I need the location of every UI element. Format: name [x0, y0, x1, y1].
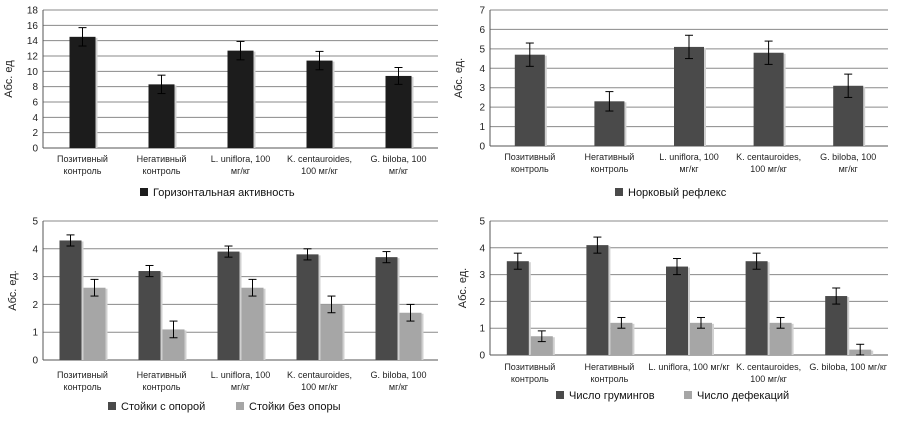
category-label: G. biloba, 100 мг/кг [809, 362, 887, 372]
y-tick-label: 2 [479, 103, 485, 114]
bar [385, 75, 412, 148]
category-label: K. centauroides, 100 мг/кг [287, 370, 352, 392]
y-tick-label: 0 [479, 142, 485, 153]
y-tick-label: 10 [27, 67, 39, 78]
category-label: Негативный контроль [585, 362, 635, 384]
category-label: G. biloba, 100 мг/кг [820, 152, 876, 174]
bar [320, 304, 343, 360]
y-tick-label: 7 [479, 6, 485, 17]
category-label: L. uniflora, 100 мг/кг [648, 362, 730, 372]
y-tick-label: 18 [27, 6, 39, 17]
category-label: K. centauroides, 100 мг/кг [736, 152, 801, 174]
chart-panel-3: 0 1 2 3 4 5 Абс. ед. Позитивный контроль Негативн… [7, 217, 438, 413]
category-label: Позитивный контроль [504, 152, 555, 174]
y-tick-label: 5 [479, 44, 485, 55]
bar [227, 50, 254, 149]
y-axis-label: Абс. ед. [453, 58, 465, 98]
bar [69, 36, 96, 149]
y-tick-label: 2 [32, 300, 38, 311]
y-tick-label: 1 [479, 324, 485, 335]
y-tick-label: 3 [479, 83, 485, 94]
category-label: Позитивный контроль [504, 362, 555, 384]
y-tick-label: 8 [32, 82, 38, 93]
legend-label: Стойки с опорой [121, 401, 205, 413]
bar [148, 84, 175, 148]
category-label: G. biloba, 100 мг/кг [370, 370, 426, 392]
y-tick-label: 0 [32, 144, 38, 155]
y-tick-label: 2 [32, 128, 38, 139]
y-tick-label: 4 [32, 244, 38, 255]
legend-swatch [556, 391, 564, 399]
y-axis-label: Абс. ед. [7, 270, 19, 310]
bar [138, 271, 161, 360]
legend-label: Норковый рефлекс [628, 187, 727, 199]
y-tick-label: 6 [32, 98, 38, 109]
y-tick-label: 1 [32, 328, 38, 339]
category-label: G. biloba, 100 мг/кг [370, 154, 426, 176]
y-tick-label: 4 [479, 64, 485, 75]
category-label: Позитивный контроль [57, 154, 108, 176]
category-label: Негативный контроль [137, 370, 187, 392]
category-label: Негативный контроль [585, 152, 635, 174]
y-axis-label: Абс. ед [3, 60, 15, 98]
bar [514, 54, 545, 146]
y-tick-label: 6 [479, 25, 485, 36]
category-label: K. centauroides, 100 мг/кг [736, 362, 801, 384]
legend-swatch [236, 402, 244, 410]
legend-label: Число грумингов [569, 390, 655, 402]
legend-swatch [684, 391, 692, 399]
y-tick-label: 5 [479, 217, 485, 228]
y-axis-label: Абс. ед. [457, 268, 469, 308]
bar [769, 322, 792, 355]
chart-panel-1: 0 2 4 6 8 10 12 14 16 18 Абс. ед Позитивный контроль… [3, 6, 438, 199]
bar [745, 261, 768, 355]
bar [690, 322, 712, 355]
bar [586, 245, 609, 355]
legend-label: Число дефекаций [697, 390, 789, 402]
bar [530, 336, 553, 355]
chart-panel-4: 0 1 2 3 4 5 Абс. ед. Позитивный контроль Негативн… [457, 217, 888, 402]
bar [506, 261, 529, 355]
category-label: K. centauroides, 100 мг/кг [287, 154, 352, 176]
bar [217, 251, 240, 360]
legend-swatch [615, 188, 623, 196]
legend-swatch [108, 402, 116, 410]
y-tick-label: 12 [27, 52, 39, 63]
y-tick-label: 1 [479, 122, 485, 133]
category-label: Позитивный контроль [57, 370, 108, 392]
y-tick-label: 5 [32, 217, 38, 228]
bar [83, 287, 106, 360]
bar [375, 257, 398, 360]
category-label: L. uniflora, 100 мг/кг [211, 370, 271, 392]
category-label: Негативный контроль [137, 154, 187, 176]
bar [666, 266, 688, 355]
bar [59, 240, 82, 360]
y-tick-label: 16 [27, 21, 39, 32]
y-tick-label: 4 [479, 243, 485, 254]
bar [825, 296, 848, 355]
bar [296, 254, 319, 360]
bar [610, 322, 633, 355]
bar [674, 46, 704, 146]
y-tick-label: 4 [32, 113, 38, 124]
bar [162, 329, 185, 360]
bar [306, 60, 333, 148]
legend-label: Стойки без опоры [249, 401, 341, 413]
y-tick-label: 0 [479, 351, 485, 362]
y-tick-label: 3 [32, 272, 38, 283]
y-tick-label: 0 [32, 356, 38, 367]
y-tick-label: 3 [479, 270, 485, 281]
bar [753, 52, 784, 146]
bar [399, 312, 422, 360]
category-label: L. uniflora, 100 мг/кг [659, 152, 719, 174]
category-label: L. uniflora, 100 мг/кг [211, 154, 271, 176]
legend-swatch [140, 188, 148, 196]
legend-label: Горизонтальная активность [153, 187, 295, 199]
y-tick-label: 14 [27, 36, 39, 47]
y-tick-label: 2 [479, 297, 485, 308]
chart-panel-2: 0 1 2 3 4 5 6 7 Абс. ед. Позитивный контроль Негати… [453, 6, 888, 199]
bar [241, 287, 264, 360]
